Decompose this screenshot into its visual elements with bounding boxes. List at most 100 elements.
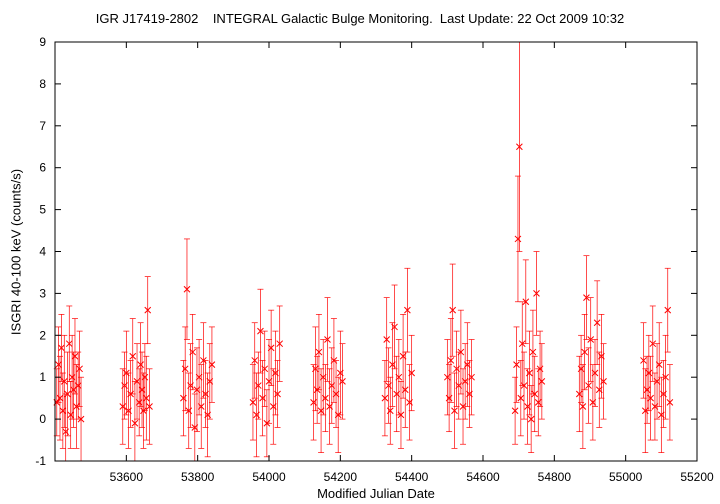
x-marker (649, 340, 657, 348)
data-point (449, 263, 457, 357)
y-tick-label: 8 (39, 77, 46, 91)
x-marker (257, 327, 264, 335)
x-marker (135, 398, 143, 406)
x-marker (56, 394, 64, 402)
x-tick-label: 54600 (466, 470, 500, 484)
x-marker (144, 306, 152, 314)
data-point (600, 343, 607, 420)
y-tick-label: 4 (39, 245, 46, 259)
y-tick-label: 3 (39, 286, 46, 300)
data-point (517, 360, 525, 437)
data-point (581, 314, 589, 391)
data-point (514, 175, 522, 303)
x-marker (522, 298, 530, 306)
x-marker (267, 344, 275, 352)
y-tick-label: 5 (39, 203, 46, 217)
x-marker (395, 373, 403, 381)
data-point (533, 251, 540, 336)
chart-title: IGR J17419-2802 INTEGRAL Galactic Bulge … (95, 11, 625, 26)
x-marker (518, 340, 526, 348)
x-marker (593, 319, 601, 327)
data-point (141, 343, 149, 412)
x-marker (315, 348, 323, 356)
data-point (538, 343, 546, 420)
data-point (516, 42, 523, 252)
data-point (339, 343, 346, 420)
data-point (67, 381, 75, 449)
data-point (583, 255, 590, 340)
data-point (146, 368, 153, 445)
data-point (468, 339, 475, 416)
x-marker (401, 386, 409, 394)
x-marker (517, 394, 525, 402)
x-marker (391, 323, 398, 331)
y-tick-label: -1 (35, 454, 46, 468)
x-marker (381, 394, 389, 402)
x-marker (397, 411, 405, 419)
y-tick-label: 7 (39, 119, 46, 133)
data-point (60, 334, 68, 428)
x-tick-label: 54800 (538, 470, 572, 484)
y-tick-label: 0 (39, 412, 46, 426)
x-marker (71, 352, 79, 360)
x-marker (527, 415, 535, 423)
x-marker (655, 361, 663, 368)
x-marker (197, 403, 205, 410)
x-marker (520, 382, 528, 389)
x-marker (55, 361, 62, 368)
data-point (189, 314, 197, 391)
x-marker (131, 419, 139, 427)
x-marker (383, 336, 391, 343)
x-marker (60, 378, 68, 385)
x-axis-label: Modified Julian Date (317, 486, 435, 501)
x-marker (513, 361, 520, 368)
x-marker (77, 415, 85, 423)
x-marker (183, 285, 191, 293)
x-marker (585, 382, 592, 389)
data-point (408, 334, 416, 412)
data-point (181, 326, 189, 412)
x-marker (404, 306, 411, 314)
data-point (401, 351, 409, 428)
x-tick-label: 55200 (680, 470, 714, 484)
data-point (529, 309, 537, 395)
x-marker (74, 382, 82, 389)
x-marker (583, 294, 590, 301)
data-point (71, 318, 79, 395)
x-marker (468, 373, 475, 381)
x-marker (408, 369, 416, 377)
data-point (135, 368, 143, 437)
x-marker (531, 390, 539, 398)
data-point (664, 267, 672, 353)
x-marker (647, 394, 654, 402)
x-marker (261, 365, 269, 373)
data-point (575, 355, 583, 433)
data-point (315, 314, 323, 391)
data-point (593, 280, 601, 365)
data-point (58, 314, 65, 382)
data-point (649, 305, 657, 382)
data-point (137, 322, 144, 407)
data-point (276, 305, 284, 382)
x-marker (189, 348, 197, 356)
x-marker (533, 290, 540, 297)
data-point (587, 297, 595, 382)
x-marker (65, 340, 73, 348)
x-marker (254, 382, 262, 389)
x-marker (274, 390, 281, 398)
x-tick-label: 53600 (110, 470, 144, 484)
data-point (404, 267, 411, 353)
data-point (511, 376, 519, 445)
data-point (76, 330, 83, 407)
x-tick-label: 55000 (609, 470, 643, 484)
x-marker (587, 336, 595, 343)
data-point (585, 347, 592, 424)
data-point (64, 351, 71, 437)
x-marker (64, 390, 71, 398)
x-tick-label: 53800 (181, 470, 215, 484)
data-point (321, 364, 329, 433)
data-point (251, 322, 259, 399)
x-marker (276, 340, 284, 348)
x-marker (146, 403, 153, 410)
